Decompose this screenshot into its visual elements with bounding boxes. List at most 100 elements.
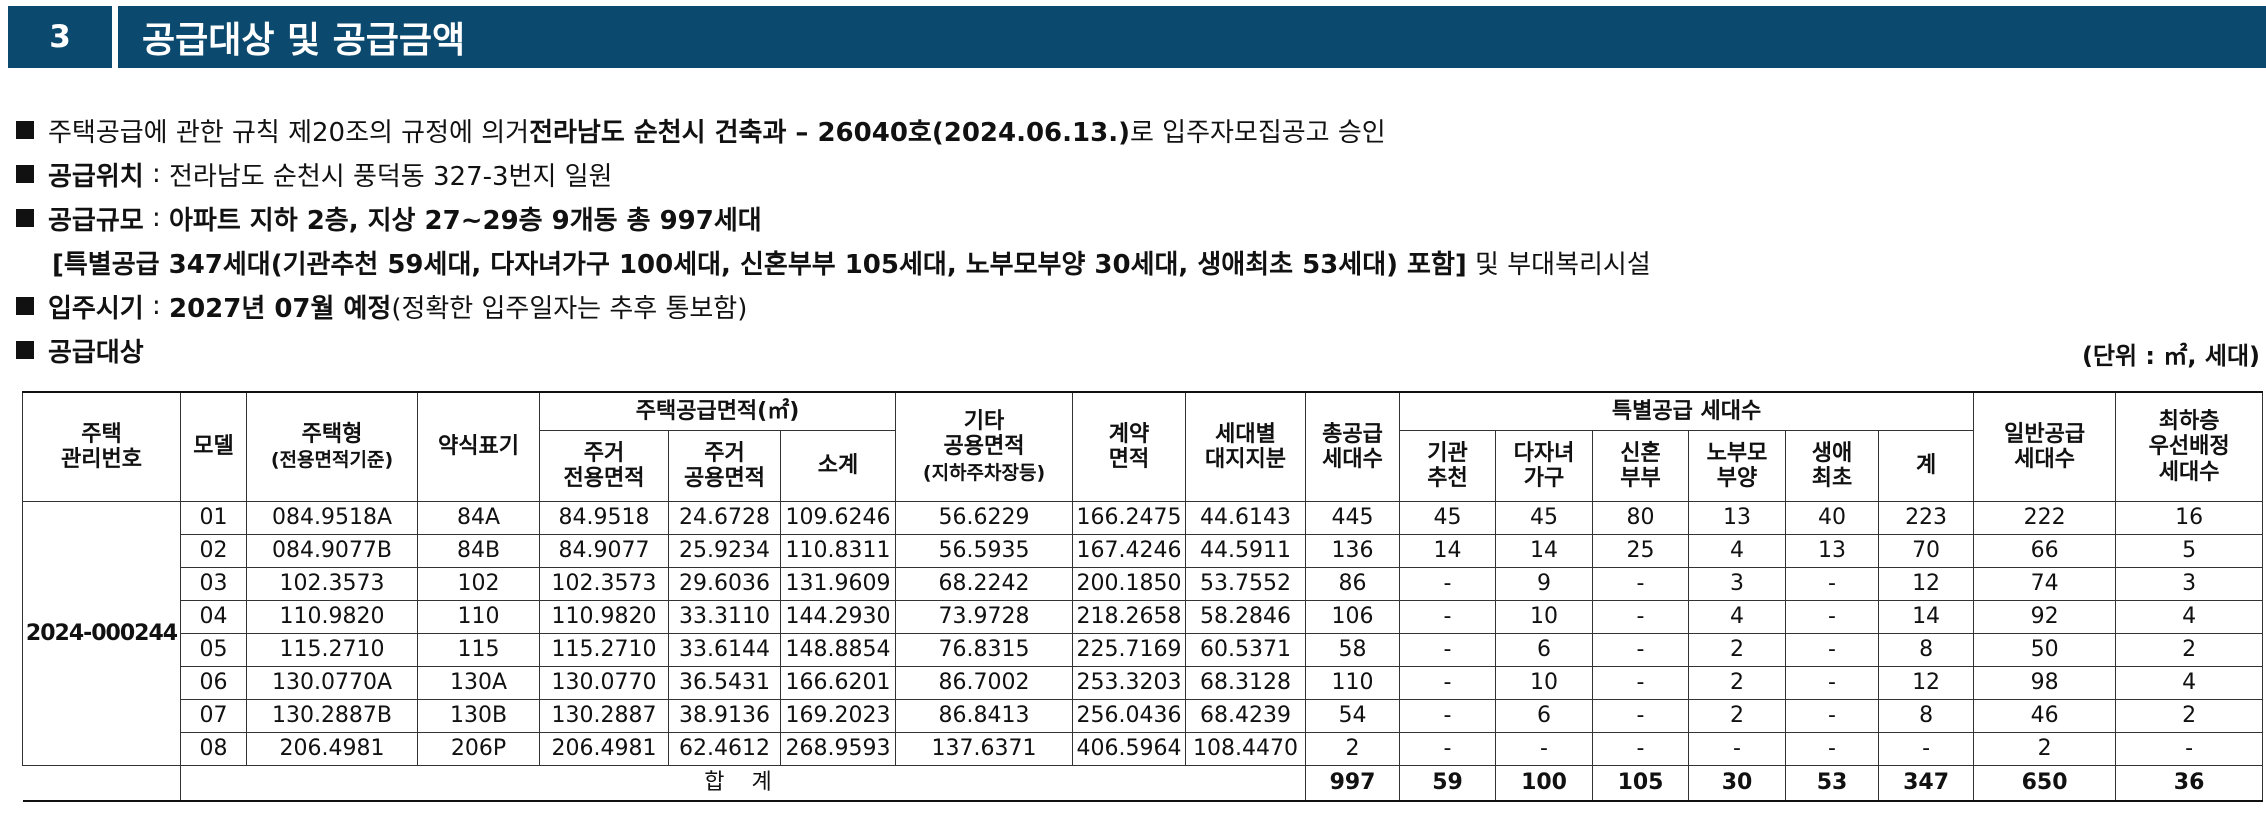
- cell-newlywed: 80: [1592, 501, 1690, 535]
- approval-number: 전라남도 순천시 건축과 – 26040호(2024.06.13.): [529, 117, 1130, 148]
- cell-newlywed: -: [1592, 666, 1690, 700]
- bullet-square-icon: [16, 341, 34, 359]
- cell-subtotal: 110.8311: [779, 534, 897, 568]
- table-row: 06 130.0770A 130A 130.0770 36.5431 166.6201 86…: [23, 666, 2264, 700]
- cell-other: 76.8315: [895, 633, 1074, 667]
- section-number: 3: [8, 6, 112, 68]
- header-subtotal: 소계: [779, 430, 897, 502]
- special-suffix: 및 부대복리시설: [1466, 249, 1651, 280]
- header-parents: 노부모 부양: [1688, 430, 1787, 502]
- cell-newlywed: -: [1592, 699, 1690, 733]
- cell-common: 62.4612: [668, 732, 781, 766]
- cell-sum: 12: [1878, 567, 1975, 601]
- cell-other: 68.2242: [895, 567, 1074, 601]
- unit-note: (단위 : ㎡, 세대): [2081, 342, 2260, 370]
- header-other-common: 기타 공용면적 (지하주차장등): [895, 391, 1074, 502]
- header-inst: 기관 추천: [1399, 430, 1497, 502]
- cell-model: 08: [180, 732, 247, 766]
- header-excl-area: 주거 전용면적: [539, 430, 669, 502]
- total-first: 53: [1785, 765, 1880, 802]
- header-total-supply: 총공급 세대수: [1305, 391, 1401, 502]
- cell-land: 44.6143: [1185, 501, 1307, 535]
- header-model: 모델: [180, 391, 247, 502]
- cell-other: 56.5935: [895, 534, 1074, 568]
- cell-type: 084.9077B: [246, 534, 418, 568]
- cell-contract: 167.4246: [1072, 534, 1187, 568]
- total-inst: 59: [1399, 765, 1497, 802]
- cell-general: 46: [1973, 699, 2117, 733]
- table-header-row: 주거 전용면적 주거 공용면적 소계 기관 추천 다자녀 가구 신혼 부부 노부모 부양 생…: [23, 430, 2263, 502]
- cell-total: 106: [1305, 600, 1401, 634]
- cell-common: 33.3110: [668, 600, 781, 634]
- header-contract: 계약 면적: [1072, 391, 1187, 502]
- cell-abbr: 115: [417, 633, 540, 667]
- cell-lowest: 2: [2115, 699, 2264, 733]
- cell-subtotal: 268.9593: [779, 732, 897, 766]
- cell-model: 06: [180, 666, 247, 700]
- cell-multi: 6: [1495, 699, 1594, 733]
- total-lowest: 36: [2115, 765, 2264, 802]
- cell-subtotal: 131.9609: [779, 567, 897, 601]
- section-header: 3 공급대상 및 공급금액: [0, 0, 2266, 70]
- total-general: 650: [1973, 765, 2117, 802]
- scale-line: 공급규모 : 아파트 지하 2층, 지상 27~29층 9개동 총 997세대: [16, 196, 2256, 240]
- cell-type: 130.2887B: [246, 699, 418, 733]
- total-total: 997: [1305, 765, 1401, 802]
- cell-other: 56.6229: [895, 501, 1074, 535]
- cell-abbr: 130A: [417, 666, 540, 700]
- cell-subtotal: 166.6201: [779, 666, 897, 700]
- cell-general: 50: [1973, 633, 2117, 667]
- cell-total: 445: [1305, 501, 1401, 535]
- cell-parents: 4: [1688, 600, 1787, 634]
- cell-general: 74: [1973, 567, 2117, 601]
- cell-abbr: 84B: [417, 534, 540, 568]
- cell-land: 60.5371: [1185, 633, 1307, 667]
- cell-type: 084.9518A: [246, 501, 418, 535]
- cell-lowest: 2: [2115, 633, 2264, 667]
- target-label: 공급대상: [48, 337, 144, 368]
- header-type: 주택형 (전용면적기준): [246, 391, 418, 502]
- cell-general: 2: [1973, 732, 2117, 766]
- cell-general: 66: [1973, 534, 2117, 568]
- cell-excl: 84.9518: [539, 501, 669, 535]
- cell-common: 36.5431: [668, 666, 781, 700]
- cell-newlywed: -: [1592, 732, 1690, 766]
- cell-first: -: [1785, 666, 1880, 700]
- cell-newlywed: -: [1592, 633, 1690, 667]
- cell-parents: 2: [1688, 666, 1787, 700]
- cell-inst: -: [1399, 633, 1497, 667]
- cell-sum: -: [1878, 732, 1975, 766]
- cell-type: 110.9820: [246, 600, 418, 634]
- cell-common: 24.6728: [668, 501, 781, 535]
- cell-common: 38.9136: [668, 699, 781, 733]
- cell-subtotal: 169.2023: [779, 699, 897, 733]
- cell-model: 07: [180, 699, 247, 733]
- cell-excl: 84.9077: [539, 534, 669, 568]
- cell-first: -: [1785, 732, 1880, 766]
- header-common-area: 주거 공용면적: [668, 430, 781, 502]
- table-body: 2024-000244 01 084.9518A 84A 84.9518 24.6728 1…: [22, 501, 2264, 802]
- cell-contract: 218.2658: [1072, 600, 1187, 634]
- cell-sum: 8: [1878, 633, 1975, 667]
- cell-multi: 6: [1495, 633, 1594, 667]
- scale-value: 아파트 지하 2층, 지상 27~29층 9개동 총 997세대: [168, 205, 762, 236]
- cell-contract: 166.2475: [1072, 501, 1187, 535]
- cell-inst: -: [1399, 699, 1497, 733]
- cell-inst: -: [1399, 666, 1497, 700]
- bullet-square-icon: [16, 209, 34, 227]
- cell-common: 33.6144: [668, 633, 781, 667]
- cell-other: 73.9728: [895, 600, 1074, 634]
- cell-parents: -: [1688, 732, 1787, 766]
- cell-newlywed: 25: [1592, 534, 1690, 568]
- header-lowest: 최하층 우선배정 세대수: [2115, 391, 2264, 502]
- table-row: 05 115.2710 115 115.2710 33.6144 148.8854 76.8…: [23, 633, 2264, 667]
- cell-land: 68.3128: [1185, 666, 1307, 700]
- cell-parents: 2: [1688, 699, 1787, 733]
- movein-separator: :: [143, 291, 169, 321]
- bullet-square-icon: [16, 121, 34, 139]
- total-sum: 347: [1878, 765, 1975, 802]
- total-newlywed: 105: [1592, 765, 1690, 802]
- cell-lowest: 16: [2115, 501, 2264, 535]
- cell-contract: 406.5964: [1072, 732, 1187, 766]
- bullet-square-icon: [16, 165, 34, 183]
